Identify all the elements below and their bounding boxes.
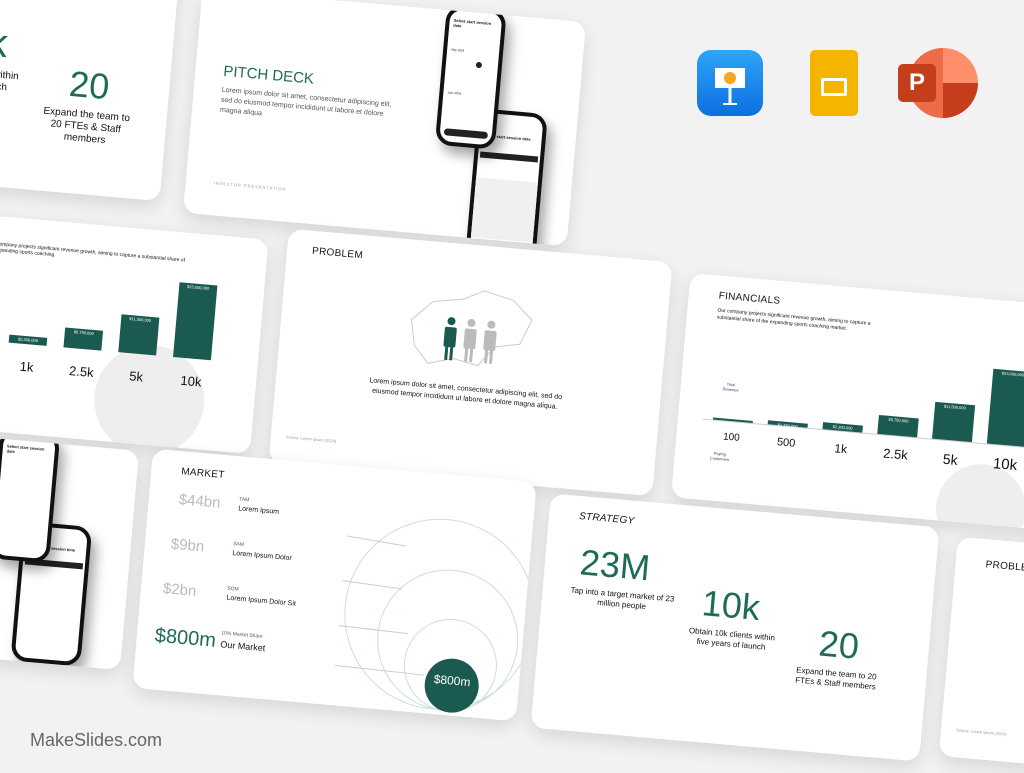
market-value: $44bn [178,491,222,512]
powerpoint-icon: P [898,48,978,118]
category-label: 2.5k [68,362,95,381]
market-value: $2bn [162,580,198,600]
problem-title: PROBLEM [311,245,364,262]
phone-month: May 2024 [451,47,465,53]
category-label: 5k [942,450,959,468]
slide-strategy: STRATEGY 23M Tap into a target market of… [530,493,940,762]
pitch-footer: INVESTOR PRESENTATION [213,180,287,192]
slide-financials-partial: Our company projects significant revenue… [0,204,269,455]
category-label: 2.5k [882,445,909,463]
bar: $23,000,000 [173,282,218,361]
bar: $2,300,000 [822,421,863,433]
financials-desc: Our company projects significant revenue… [0,240,186,264]
google-slides-icon [810,50,858,116]
slide-problem-partial: PROBLEM Source: Lorem ipsum (2024) [938,536,1024,773]
source-note: Source: Lorem ipsum (2024) [285,434,337,444]
map-illustration [410,290,533,367]
market-circles [334,518,536,713]
bar: $11,500,000 [118,314,160,356]
market-label: Our Market [219,639,266,654]
brand-watermark: MakeSlides.com [30,730,163,750]
market-tag: 10% Market Share [221,630,263,640]
stat-big: k [0,20,10,67]
bar: $5,750,000 [877,415,919,438]
market-label: Lorem Ipsum Dolor Sit [226,594,297,608]
stat-big: 20 [817,622,861,667]
bar: $5,750,000 [63,327,104,351]
source-note: Source: Lorem ipsum (2024) [955,727,1007,737]
bar: $11,500,000 [932,401,976,443]
stat-big: 10k [700,582,762,629]
category-label: 1k [833,441,848,457]
stat-caption: Obtain 10k clients within five years of … [688,626,776,652]
bar: $2,300,000 [8,334,48,346]
category-label: 1k [19,358,35,375]
pitch-title: PITCH DECK [222,62,315,88]
problem-title: PROBLEM [985,559,1024,575]
slide-strategy-partial: k Obtain 10k clients within five years o… [0,0,180,202]
bar [712,417,753,423]
slide-market: MARKET $44bn TAM Lorem Ipsum $9bn SAM Lor… [132,448,537,722]
phone-heading: Select start session date [6,443,45,455]
market-label: Lorem Ipsum Dolor [232,549,292,563]
stat-big: 20 [67,62,112,108]
stat-caption: Expand the team to 20 FTEs & Staff membe… [794,665,877,692]
market-label: Lorem Ipsum [237,505,280,516]
market-tag: SAM [232,541,245,548]
bar: $23,000,000 [986,368,1024,447]
stat-caption: Expand the team to 20 FTEs & Staff membe… [43,105,131,147]
financials-title: FINANCIALS [718,290,781,307]
bar: $1,150,000 [767,420,808,429]
slide-app-partial: Select start session date Select start s… [0,429,140,671]
person-icon [483,320,497,364]
stat-caption: Tap into a target market of 23 million p… [570,585,675,612]
slide-pitch-deck: PITCH DECK Lorem ipsum dolor sit amet, c… [182,0,587,247]
stat-big: 23M [578,541,652,589]
phone-mockup: Select start session date May 2024 June … [434,5,507,150]
market-tag: TAM [238,496,250,504]
market-value: $9bn [170,535,205,556]
pitch-body: Lorem ipsum dolor sit amet, consectetur … [219,86,392,118]
problem-body: Lorem ipsum dolor sit amet, consectetur … [369,377,563,411]
category-label: 10k [992,455,1018,475]
person-icon [443,317,457,361]
keynote-icon [697,50,763,116]
category-label: 500 [776,436,796,450]
category-label: 100 [722,431,741,444]
strategy-title: STRATEGY [578,511,635,527]
slide-financials: FINANCIALS Our company projects signific… [670,272,1024,533]
slide-problem: PROBLEM Lorem ipsum dolor sit amet, cons… [268,228,673,497]
financials-desc: Our company projects significant revenue… [716,307,871,332]
market-tag: SOM [227,585,239,593]
phone-month: June 2024 [447,90,462,96]
market-title: MARKET [180,466,226,481]
person-icon [463,318,477,363]
axis-label: Paying Customers [709,450,730,463]
phone-next-button [443,128,489,140]
market-value: $800m [153,624,217,652]
